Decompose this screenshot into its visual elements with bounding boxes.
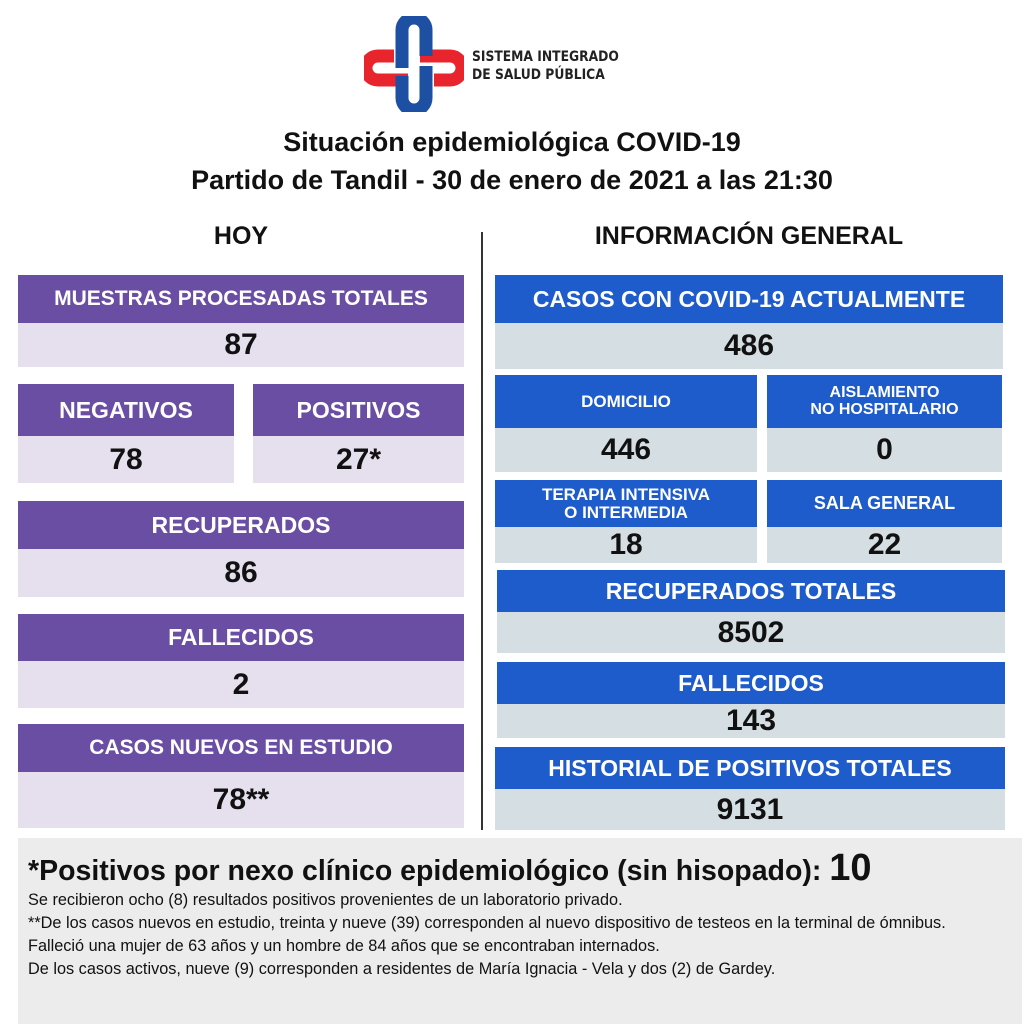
terapia-label-line2: O INTERMEDIA [564, 502, 688, 522]
sala-general-value: 22 [767, 527, 1002, 563]
recuperados-totales-label: RECUPERADOS TOTALES [497, 570, 1005, 612]
recuperados-value: 86 [18, 549, 464, 597]
historial-label: HISTORIAL DE POSITIVOS TOTALES [495, 747, 1005, 789]
footer-headline-value: 10 [829, 847, 872, 889]
page-subtitle: Partido de Tandil - 30 de enero de 2021 … [191, 165, 833, 195]
footer-notes: *Positivos por nexo clínico epidemiológi… [18, 838, 1022, 1024]
domicilio-value: 446 [495, 428, 757, 472]
aislamiento-label-line1: AISLAMIENTO [829, 383, 940, 401]
recuperados-totales-value: 8502 [497, 612, 1005, 653]
terapia-label-line1: TERAPIA INTENSIVA [541, 484, 711, 504]
terapia-label: TERAPIA INTENSIVA O INTERMEDIA [495, 480, 757, 527]
casos-nuevos-value: 78** [18, 772, 464, 828]
general-heading: INFORMACIÓN GENERAL [594, 222, 904, 250]
note-1: Se recibieron ocho (8) resultados positi… [28, 891, 623, 909]
casos-nuevos-label: CASOS NUEVOS EN ESTUDIO [18, 724, 464, 772]
recuperados-label: RECUPERADOS [18, 501, 464, 549]
hoy-heading: HOY [213, 222, 269, 250]
fallecidos-hoy-label: FALLECIDOS [18, 614, 464, 661]
logo-line2: DE SALUD PÚBLICA [472, 67, 605, 83]
terapia-value: 18 [495, 527, 757, 563]
footer-headline: *Positivos por nexo clínico epidemiológi… [28, 847, 1012, 889]
negativos-label: NEGATIVOS [18, 384, 234, 436]
muestras-label: MUESTRAS PROCESADAS TOTALES [18, 275, 464, 323]
fallecidos-hoy-value: 2 [18, 661, 464, 708]
sala-general-label: SALA GENERAL [767, 480, 1002, 527]
negativos-value: 78 [18, 436, 234, 483]
page-title: Situación epidemiológica COVID-19 [283, 127, 741, 157]
muestras-value: 87 [18, 323, 464, 367]
casos-actuales-value: 486 [495, 323, 1003, 369]
historial-value: 9131 [495, 789, 1005, 830]
logo-icon [359, 11, 469, 117]
casos-actuales-label: CASOS CON COVID-19 ACTUALMENTE [495, 275, 1003, 323]
aislamiento-label: AISLAMIENTO NO HOSPITALARIO [767, 375, 1002, 428]
logo-text: SISTEMA INTEGRADO DE SALUD PÚBLICA [472, 48, 619, 84]
note-4: De los casos activos, nueve (9) correspo… [28, 960, 776, 978]
positivos-value: 27* [253, 436, 464, 483]
positivos-label: POSITIVOS [253, 384, 464, 436]
domicilio-label: DOMICILIO [495, 375, 757, 428]
logo-line1: SISTEMA INTEGRADO [472, 49, 619, 65]
aislamiento-label-line2: NO HOSPITALARIO [810, 400, 959, 418]
aislamiento-value: 0 [767, 428, 1002, 472]
fallecidos-totales-label: FALLECIDOS [497, 662, 1005, 704]
footer-headline-text: *Positivos por nexo clínico epidemiológi… [28, 855, 830, 887]
fallecidos-totales-value: 143 [497, 704, 1005, 738]
note-3: Falleció una mujer de 63 años y un hombr… [28, 937, 660, 955]
note-2: **De los casos nuevos en estudio, treint… [28, 914, 946, 932]
divider [481, 232, 483, 830]
logo [359, 11, 469, 117]
